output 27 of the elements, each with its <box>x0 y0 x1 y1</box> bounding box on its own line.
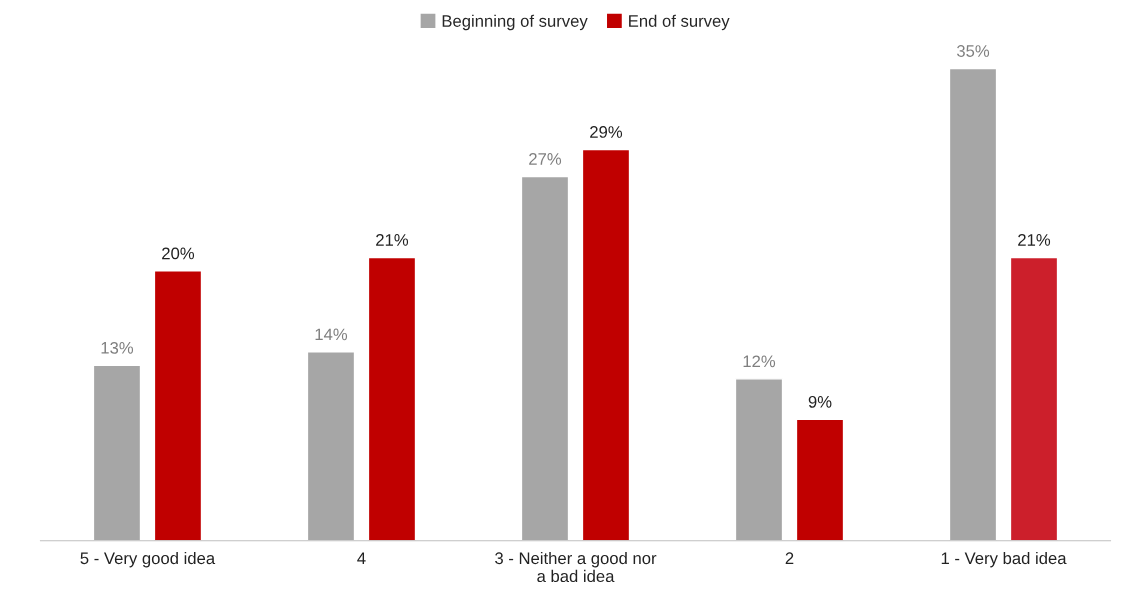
x-tick-label: 2 <box>785 552 794 564</box>
legend-label: Beginning of survey <box>442 14 588 31</box>
data-label: 27% <box>529 153 562 165</box>
bar <box>520 175 570 541</box>
bar <box>1009 256 1059 541</box>
legend-label: End of survey <box>629 14 730 31</box>
data-label: 20% <box>162 247 195 260</box>
data-label: 21% <box>1018 234 1051 246</box>
bar <box>153 270 203 541</box>
data-label: 29% <box>590 126 623 138</box>
x-tick-label: 4 <box>357 552 366 564</box>
x-tick-label: 5 - Very good idea <box>80 551 216 568</box>
data-label: 35% <box>956 45 990 57</box>
bar <box>948 67 998 541</box>
data-label: 9% <box>808 395 832 408</box>
data-label: 12% <box>743 355 776 368</box>
bar <box>734 378 784 541</box>
data-label: 14% <box>315 328 348 341</box>
bar <box>795 418 845 541</box>
x-tick-label: 1 - Very bad idea <box>941 551 1067 568</box>
bar <box>306 351 356 541</box>
bar <box>92 364 142 541</box>
bar <box>581 148 631 541</box>
bar <box>367 256 417 541</box>
x-tick-label: 3 - Neither a good nor a bad idea <box>495 551 657 583</box>
data-label: 21% <box>376 234 409 246</box>
data-label: 13% <box>101 341 134 354</box>
